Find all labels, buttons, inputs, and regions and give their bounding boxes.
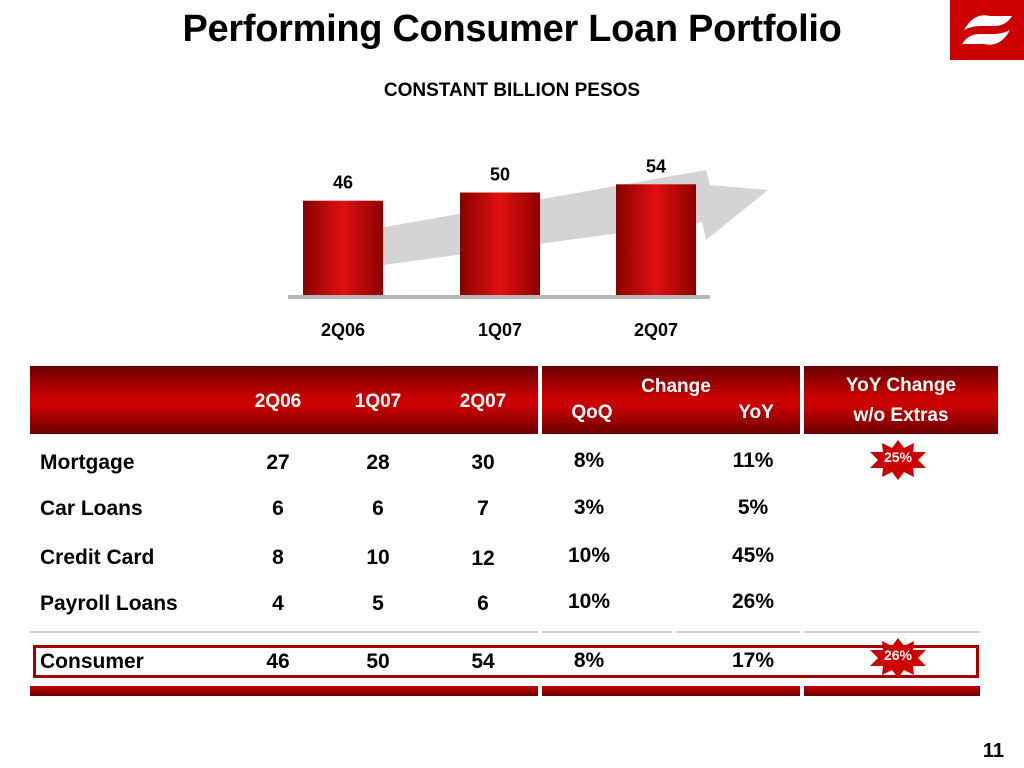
header-yoy: YoY: [738, 402, 774, 423]
cell-payroll-1q07: 5: [372, 592, 384, 615]
header-yoy-extras-line1: YoY Change: [845, 375, 957, 396]
table-header-change: [542, 366, 800, 434]
page-number: 11: [982, 740, 1004, 762]
cell-car-yoy: 5%: [737, 496, 769, 519]
header-qoq: QoQ: [571, 402, 613, 423]
table-header-extras: [804, 366, 998, 434]
cell-mortgage-1q07: 28: [366, 451, 390, 474]
row-label-credit-card: Credit Card: [40, 546, 155, 569]
bank-logo: [950, 0, 1024, 60]
row-label-payroll-loans: Payroll Loans: [40, 592, 178, 615]
table-footer-bar: [542, 686, 800, 696]
category-label-1q07: 1Q07: [478, 320, 522, 340]
table-footer-bar: [30, 686, 538, 696]
cell-payroll-2q07: 6: [477, 592, 489, 615]
cell-credit-2q06: 8: [272, 546, 284, 569]
cell-car-2q07: 7: [477, 497, 489, 520]
bar-1q07: [460, 192, 540, 295]
row-label-car-loans: Car Loans: [40, 497, 143, 520]
header-2q06: 2Q06: [254, 391, 302, 412]
cell-mortgage-yoy: 11%: [732, 449, 774, 472]
cell-payroll-yoy: 26%: [731, 590, 775, 613]
data-label-1q07: 50: [490, 165, 510, 185]
table-footer-bar: [804, 686, 980, 696]
data-label-2q06: 46: [333, 173, 353, 193]
chart-subtitle: CONSTANT BILLION PESOS: [383, 80, 641, 101]
consumer-extras-badge: 26%: [868, 638, 928, 678]
cell-consumer-2q07: 54: [471, 650, 495, 673]
header-yoy-extras-line2: w/o Extras: [853, 405, 949, 426]
row-label-consumer: Consumer: [40, 650, 144, 673]
mortgage-extras-value: 25%: [883, 449, 913, 465]
cell-consumer-qoq: 8%: [573, 649, 605, 672]
category-label-2q07: 2Q07: [634, 320, 678, 340]
cell-credit-2q07: 12: [471, 547, 495, 570]
cell-credit-qoq: 10%: [567, 544, 611, 567]
cell-credit-1q07: 10: [366, 546, 390, 569]
row-label-mortgage: Mortgage: [40, 451, 135, 474]
header-1q07: 1Q07: [354, 391, 402, 412]
separator-line: [676, 631, 800, 633]
separator-line: [804, 631, 980, 633]
cell-credit-yoy: 45%: [731, 544, 775, 567]
page-title: Performing Consumer Loan Portfolio: [182, 8, 842, 50]
cell-car-qoq: 3%: [573, 496, 605, 519]
header-change: Change: [641, 376, 711, 397]
cell-car-2q06: 6: [272, 497, 284, 520]
cell-consumer-yoy: 17%: [731, 649, 775, 672]
header-2q07: 2Q07: [459, 391, 507, 412]
total-row-highlight: [33, 645, 979, 678]
cell-mortgage-2q07: 30: [471, 451, 495, 474]
table-header-values: [30, 366, 538, 434]
cell-mortgage-qoq: 8%: [573, 449, 605, 472]
cell-consumer-2q06: 46: [266, 650, 290, 673]
category-label-2q06: 2Q06: [321, 320, 365, 340]
cell-consumer-1q07: 50: [366, 650, 390, 673]
bar-chart: 46 2Q06 50 1Q07 54 2Q07: [288, 156, 768, 340]
cell-car-1q07: 6: [372, 497, 384, 520]
mortgage-extras-badge: 25%: [868, 440, 928, 480]
cell-mortgage-2q06: 27: [266, 451, 290, 474]
separator-line: [30, 631, 538, 633]
data-label-2q07: 54: [646, 156, 666, 176]
bar-2q06: [303, 200, 383, 295]
cell-payroll-2q06: 4: [272, 592, 284, 615]
consumer-extras-value: 26%: [883, 647, 913, 663]
separator-line: [542, 631, 672, 633]
cell-payroll-qoq: 10%: [567, 590, 611, 613]
growth-arrow: [340, 170, 768, 270]
bar-2q07: [616, 184, 696, 295]
